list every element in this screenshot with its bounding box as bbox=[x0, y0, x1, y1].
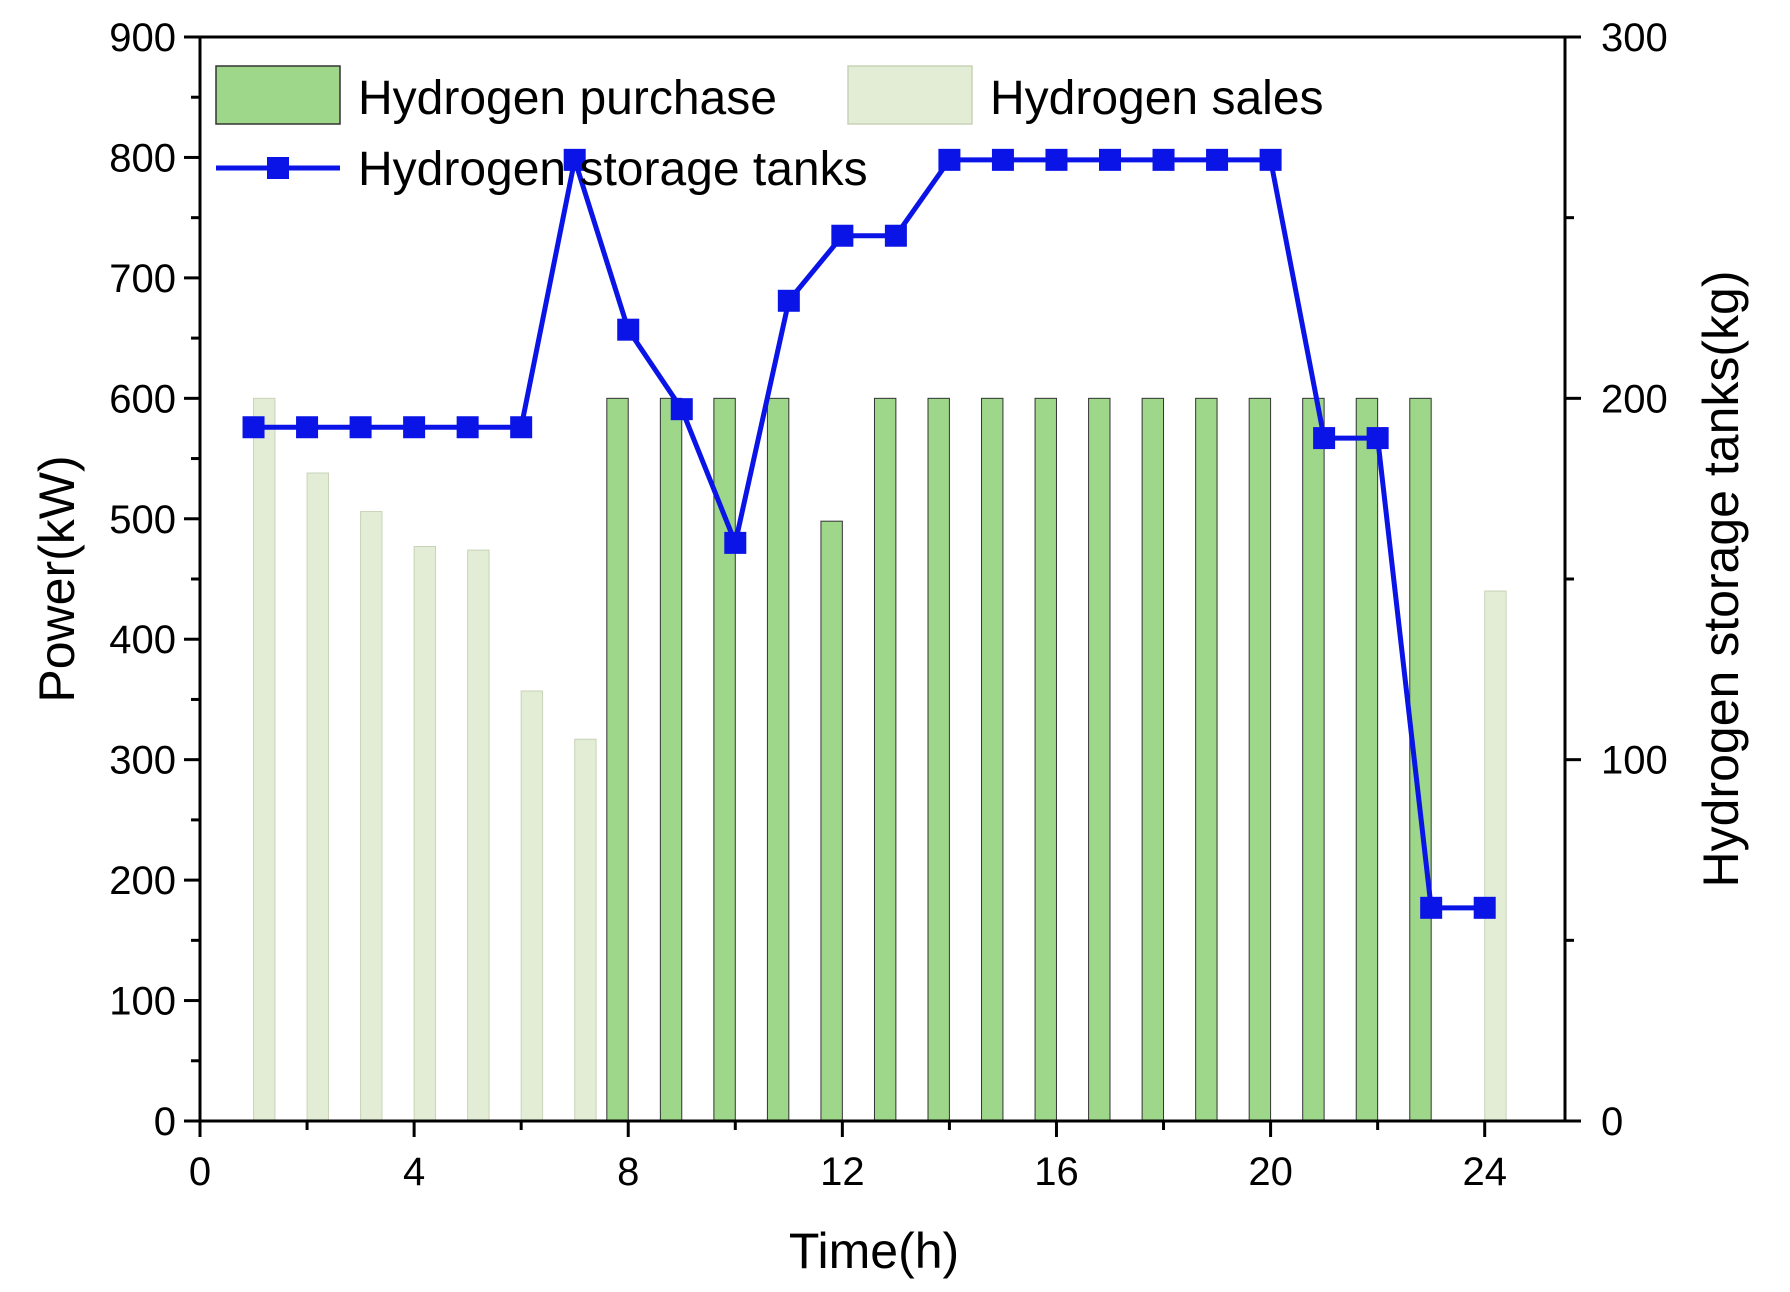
bar-hydrogen-sales-4 bbox=[413, 545, 437, 1122]
bar-hydrogen-purchase-13 bbox=[873, 397, 897, 1122]
x-tick-label: 0 bbox=[189, 1150, 211, 1194]
marker-hydrogen-storage-tanks-1 bbox=[242, 416, 265, 439]
marker-hydrogen-storage-tanks-13 bbox=[884, 224, 907, 247]
bar-hydrogen-sales-5 bbox=[467, 549, 490, 1122]
x-tick-label: 4 bbox=[403, 1150, 425, 1194]
marker-hydrogen-storage-tanks-19 bbox=[1206, 148, 1229, 171]
y2-tick-label: 300 bbox=[1601, 16, 1668, 60]
y2-tick-label: 200 bbox=[1601, 377, 1668, 421]
y-tick-label: 400 bbox=[109, 618, 176, 662]
marker-hydrogen-storage-tanks-21 bbox=[1313, 427, 1336, 450]
marker-hydrogen-storage-tanks-8 bbox=[617, 318, 640, 341]
y-tick-label: 200 bbox=[109, 859, 176, 903]
bar-hydrogen-purchase-15 bbox=[981, 397, 1004, 1122]
x-tick-label: 12 bbox=[820, 1150, 865, 1194]
legend: Hydrogen purchase Hydrogen sales Hydroge… bbox=[215, 65, 1324, 196]
ticks-layer: 0 4 8 12 16 20 24 0 100 200 300 400 500 600 700 800 900 0… bbox=[109, 16, 1668, 1194]
x-tick-label: 16 bbox=[1034, 1150, 1079, 1194]
y-tick-label: 500 bbox=[109, 498, 176, 542]
marker-hydrogen-storage-tanks-9 bbox=[670, 398, 693, 421]
marker-hydrogen-storage-tanks-14 bbox=[938, 148, 961, 171]
legend-label-hydrogen-purchase: Hydrogen purchase bbox=[358, 72, 777, 125]
bar-hydrogen-purchase-16 bbox=[1034, 397, 1057, 1122]
marker-hydrogen-storage-tanks-3 bbox=[349, 416, 372, 439]
bar-hydrogen-sales-7 bbox=[574, 738, 597, 1122]
marker-hydrogen-storage-tanks-24 bbox=[1473, 896, 1496, 919]
legend-marker-hydrogen-storage-tanks bbox=[267, 157, 289, 179]
y-tick-label: 600 bbox=[109, 377, 176, 421]
marker-hydrogen-storage-tanks-20 bbox=[1259, 148, 1282, 171]
marker-hydrogen-storage-tanks-22 bbox=[1366, 427, 1389, 450]
bar-hydrogen-purchase-9 bbox=[659, 397, 683, 1122]
bar-hydrogen-sales-1 bbox=[253, 397, 276, 1122]
marker-hydrogen-storage-tanks-17 bbox=[1099, 148, 1121, 171]
marker-hydrogen-storage-tanks-2 bbox=[296, 416, 319, 439]
bar-hydrogen-sales-6 bbox=[520, 690, 544, 1122]
marker-hydrogen-storage-tanks-11 bbox=[777, 289, 800, 312]
marker-hydrogen-storage-tanks-16 bbox=[1045, 148, 1068, 171]
x-tick-label: 8 bbox=[617, 1150, 639, 1194]
marker-hydrogen-storage-tanks-18 bbox=[1152, 148, 1175, 171]
marker-hydrogen-storage-tanks-5 bbox=[456, 416, 479, 439]
bar-hydrogen-purchase-12 bbox=[820, 520, 843, 1122]
bars-layer bbox=[253, 397, 1507, 1122]
x-tick-label: 24 bbox=[1462, 1150, 1507, 1194]
marker-hydrogen-storage-tanks-4 bbox=[403, 416, 426, 439]
marker-hydrogen-storage-tanks-23 bbox=[1420, 896, 1443, 919]
legend-swatch-hydrogen-sales bbox=[847, 65, 973, 125]
bar-hydrogen-purchase-19 bbox=[1195, 397, 1218, 1122]
y-tick-label: 900 bbox=[109, 16, 176, 60]
bar-hydrogen-purchase-8 bbox=[606, 397, 629, 1122]
y2-tick-label: 0 bbox=[1601, 1100, 1623, 1144]
y-tick-label: 100 bbox=[109, 980, 176, 1024]
line-layer bbox=[242, 148, 1496, 919]
bar-hydrogen-purchase-17 bbox=[1088, 397, 1111, 1122]
bar-hydrogen-sales-24 bbox=[1484, 590, 1507, 1122]
legend-swatch-hydrogen-purchase bbox=[215, 65, 341, 125]
x-axis-title: Time(h) bbox=[789, 1223, 959, 1279]
x-tick-label: 20 bbox=[1248, 1150, 1293, 1194]
marker-hydrogen-storage-tanks-15 bbox=[991, 148, 1014, 171]
bar-hydrogen-purchase-21 bbox=[1302, 397, 1325, 1122]
y-axis-title: Power(kW) bbox=[29, 455, 85, 702]
bar-hydrogen-sales-2 bbox=[306, 472, 329, 1122]
bar-hydrogen-purchase-11 bbox=[766, 397, 790, 1122]
marker-hydrogen-storage-tanks-12 bbox=[831, 224, 854, 247]
bar-hydrogen-purchase-22 bbox=[1355, 397, 1379, 1122]
marker-hydrogen-storage-tanks-10 bbox=[724, 531, 747, 554]
legend-label-hydrogen-sales: Hydrogen sales bbox=[990, 72, 1324, 125]
y-tick-label: 0 bbox=[154, 1100, 176, 1144]
marker-hydrogen-storage-tanks-6 bbox=[510, 416, 533, 439]
y2-axis-title: Hydrogen storage tanks(kg) bbox=[1693, 271, 1749, 888]
marker-hydrogen-storage-tanks-7 bbox=[563, 148, 586, 171]
bar-hydrogen-sales-3 bbox=[360, 511, 383, 1122]
bar-hydrogen-purchase-20 bbox=[1248, 397, 1272, 1122]
y-tick-label: 800 bbox=[109, 136, 176, 180]
y-tick-label: 700 bbox=[109, 257, 176, 301]
bar-hydrogen-purchase-10 bbox=[713, 397, 736, 1122]
y-tick-label: 300 bbox=[109, 739, 176, 783]
bar-hydrogen-purchase-14 bbox=[927, 397, 950, 1122]
bar-hydrogen-purchase-18 bbox=[1141, 397, 1165, 1122]
legend-label-hydrogen-storage-tanks: Hydrogen storage tanks bbox=[358, 143, 868, 196]
y2-tick-label: 100 bbox=[1601, 739, 1668, 783]
